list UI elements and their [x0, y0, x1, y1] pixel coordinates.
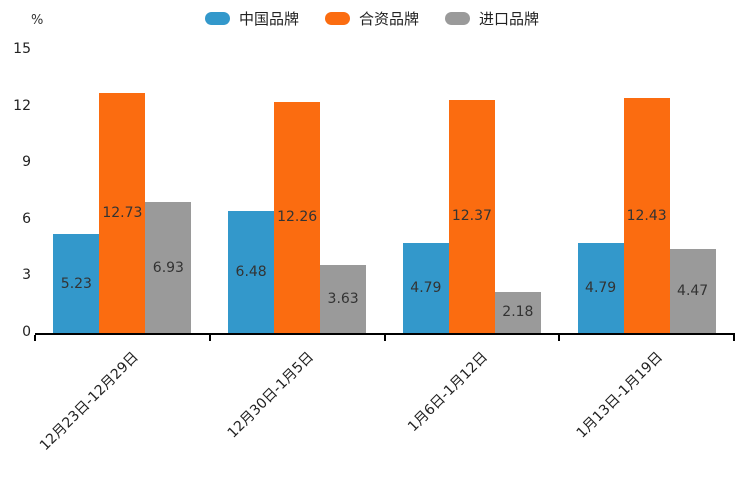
x-category-label-1: 12月30日-1月5日 — [224, 349, 317, 442]
chart-legend: 中国品牌 合资品牌 进口品牌 — [0, 8, 744, 29]
bar-value-label: 5.23 — [60, 275, 92, 292]
legend-item-0[interactable]: 中国品牌 — [204, 8, 299, 29]
x-axis-tick — [383, 335, 386, 341]
legend-item-1[interactable]: 合资品牌 — [324, 8, 419, 29]
bar-value-label: 4.79 — [585, 279, 617, 296]
legend-swatch-icon — [445, 12, 470, 25]
x-category-label-0: 12月23日-12月29日 — [36, 349, 142, 454]
y-axis-unit-label: % — [31, 13, 44, 28]
bar-进口品牌-3: 4.47 — [669, 248, 716, 333]
x-axis-tick — [34, 335, 36, 341]
bar-value-label: 3.63 — [327, 290, 359, 307]
bar-合资品牌-0: 12.73 — [99, 92, 146, 333]
x-category-label-3: 1月13日-1月19日 — [573, 349, 667, 442]
y-tick-label: 12 — [13, 97, 31, 114]
y-tick-label: 9 — [22, 154, 31, 171]
x-axis-tick — [733, 335, 735, 341]
bar-value-label: 12.43 — [626, 207, 667, 224]
y-tick-label: 0 — [22, 324, 31, 340]
bar-合资品牌-1: 12.26 — [274, 101, 321, 333]
bar-合资品牌-2: 12.37 — [448, 99, 495, 333]
legend-swatch-icon — [324, 12, 350, 25]
bar-value-label: 4.79 — [410, 279, 442, 296]
x-axis-tick — [208, 335, 211, 341]
bar-进口品牌-2: 2.18 — [494, 291, 541, 333]
bar-value-label: 12.37 — [451, 208, 492, 225]
x-axis-line — [35, 333, 735, 335]
legend-label: 进口品牌 — [479, 10, 540, 28]
bar-进口品牌-0: 6.93 — [145, 202, 192, 333]
legend-swatch-icon — [204, 12, 230, 25]
bar-value-label: 12.73 — [102, 204, 143, 221]
bar-中国品牌-3: 4.79 — [577, 242, 624, 333]
bar-value-label: 4.47 — [677, 282, 709, 299]
bar-value-label: 12.26 — [277, 209, 318, 226]
bar-value-label: 6.93 — [152, 259, 184, 276]
bar-合资品牌-3: 12.43 — [623, 98, 670, 333]
y-tick-label: 6 — [22, 210, 31, 227]
x-category-label-2: 1月6日-1月12日 — [405, 349, 492, 436]
bar-value-label: 2.18 — [502, 304, 534, 321]
bar-进口品牌-1: 3.63 — [320, 264, 367, 333]
legend-label: 合资品牌 — [358, 10, 419, 28]
x-axis-tick — [558, 335, 561, 341]
bar-中国品牌-1: 6.48 — [228, 210, 275, 333]
legend-label: 中国品牌 — [238, 10, 299, 28]
bar-中国品牌-0: 5.23 — [53, 234, 100, 333]
bar-value-label: 6.48 — [235, 263, 267, 280]
bar-中国品牌-2: 4.79 — [402, 242, 449, 333]
legend-item-2[interactable]: 进口品牌 — [445, 8, 539, 29]
y-tick-label: 15 — [13, 41, 31, 57]
y-tick-label: 3 — [22, 267, 31, 284]
